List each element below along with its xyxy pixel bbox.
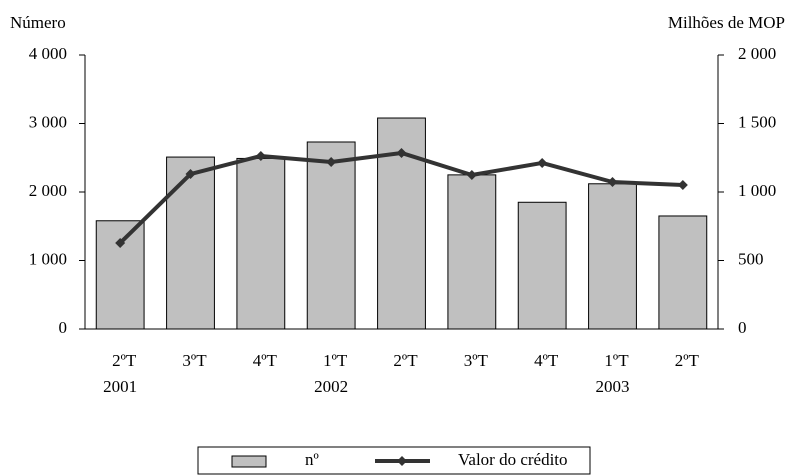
y-tick-label: 3 000 xyxy=(29,112,67,131)
x-tick-label: 3ºT xyxy=(182,351,207,370)
line-marker xyxy=(466,170,477,181)
line-marker xyxy=(115,237,126,248)
line-marker xyxy=(396,147,407,158)
x-tick-label: 1ºT xyxy=(323,351,348,370)
line-marker xyxy=(607,176,618,187)
legend-swatch xyxy=(231,455,267,468)
bar xyxy=(517,201,567,330)
bar xyxy=(658,215,708,330)
line-marker xyxy=(537,157,548,168)
x-tick-label: 2ºT xyxy=(675,351,700,370)
y2-axis-title: Milhões de MOP xyxy=(668,13,785,32)
y2-tick-label: 1 500 xyxy=(738,112,776,131)
line-marker xyxy=(326,156,337,167)
legend-label: nº xyxy=(305,450,319,469)
bar xyxy=(95,220,145,330)
x-tick-label: 3ºT xyxy=(464,351,489,370)
y2-tick-label: 0 xyxy=(738,318,747,337)
legend-marker xyxy=(397,456,407,466)
year-label: 2002 xyxy=(314,377,348,396)
line-marker xyxy=(255,150,266,161)
bar xyxy=(588,183,637,330)
x-tick-label: 2ºT xyxy=(393,351,418,370)
y-axis-title: Número xyxy=(10,13,66,32)
bar xyxy=(447,174,497,330)
x-tick-label: 2ºT xyxy=(112,351,137,370)
y-tick-label: 2 000 xyxy=(29,181,67,200)
line-marker xyxy=(185,169,196,180)
y-tick-label: 0 xyxy=(59,318,68,337)
legend-label: Valor do crédito xyxy=(458,450,568,469)
y-tick-label: 4 000 xyxy=(29,44,67,63)
bar xyxy=(236,157,286,330)
y2-tick-label: 500 xyxy=(738,249,764,268)
bar xyxy=(306,141,356,330)
x-tick-label: 1ºT xyxy=(604,351,629,370)
y-tick-label: 1 000 xyxy=(29,249,67,268)
x-tick-label: 4ºT xyxy=(253,351,278,370)
y2-tick-label: 1 000 xyxy=(738,181,776,200)
line-marker xyxy=(677,180,688,191)
year-label: 2003 xyxy=(596,377,630,396)
y2-tick-label: 2 000 xyxy=(738,44,776,63)
x-tick-label: 4ºT xyxy=(534,351,559,370)
year-label: 2001 xyxy=(103,377,137,396)
bar xyxy=(166,156,215,330)
